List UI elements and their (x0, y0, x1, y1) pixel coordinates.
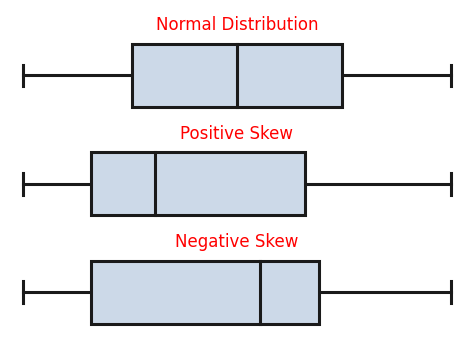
Bar (91, 261, 319, 323)
Text: Positive Skew: Positive Skew (181, 125, 293, 143)
Bar (91, 152, 305, 215)
Text: Normal Distribution: Normal Distribution (156, 16, 318, 34)
Text: Negative Skew: Negative Skew (175, 233, 299, 251)
Bar (132, 44, 342, 107)
